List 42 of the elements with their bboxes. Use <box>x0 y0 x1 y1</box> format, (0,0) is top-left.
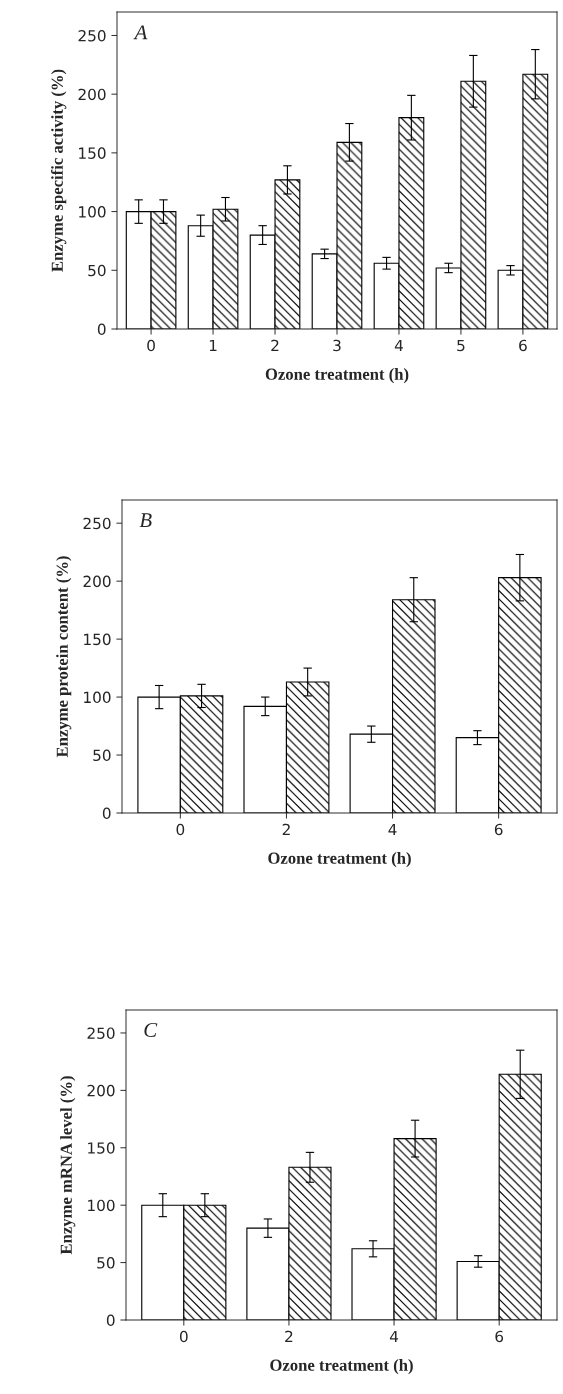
annotation: C <box>144 1023 158 1038</box>
y-tick-label: 200 <box>83 575 111 588</box>
x-axis-title: Ozone treatment (h) <box>265 368 409 384</box>
y-tick-label: 50 <box>93 749 111 762</box>
x-tick-label: 6 <box>519 339 527 352</box>
y-tick-label: 0 <box>102 807 111 820</box>
y-tick-label: 100 <box>88 1199 115 1212</box>
y-axis-title: Enzyme mRNA level (%) <box>60 1076 76 1255</box>
x-tick-label: 6 <box>494 823 503 836</box>
y-axis-title: Enzyme specific activity (%) <box>50 69 67 272</box>
y-tick-label: 200 <box>78 88 106 101</box>
y-tick-label: 0 <box>97 323 106 336</box>
y-tick-label: 100 <box>79 206 106 218</box>
x-tick-label: 6 <box>495 1330 504 1343</box>
annotation: A <box>133 25 148 40</box>
y-tick-label: 0 <box>106 1314 115 1327</box>
y-tick-label: 150 <box>84 633 111 646</box>
x-tick-label: 0 <box>147 339 155 352</box>
x-tick-label: 0 <box>176 823 185 836</box>
x-tick-label: 0 <box>179 1330 188 1343</box>
x-tick-label: 4 <box>389 1330 399 1343</box>
y-tick-label: 200 <box>87 1084 115 1097</box>
x-axis-title: Ozone treatment (h) <box>270 1359 413 1375</box>
x-tick-label: 2 <box>285 1330 293 1343</box>
x-tick-label: 4 <box>394 339 403 352</box>
annotation: B <box>139 513 152 528</box>
x-tick-label: 2 <box>271 339 279 352</box>
x-tick-label: 5 <box>457 339 465 352</box>
x-tick-label: 2 <box>282 823 290 836</box>
x-axis-title: Ozone treatment (h) <box>268 852 411 868</box>
y-tick-label: 250 <box>83 517 111 530</box>
y-tick-label: 150 <box>79 147 106 159</box>
y-tick-label: 150 <box>88 1142 115 1154</box>
y-axis-title: Enzyme protein content (%) <box>56 556 72 758</box>
y-tick-label: 250 <box>78 29 106 42</box>
y-tick-label: 50 <box>97 1257 115 1269</box>
y-tick-label: 50 <box>88 264 106 277</box>
y-tick-label: 250 <box>87 1027 115 1039</box>
x-tick-label: 4 <box>388 823 397 836</box>
x-tick-label: 3 <box>333 339 341 352</box>
y-tick-label: 100 <box>84 691 111 704</box>
x-tick-label: 1 <box>209 339 217 352</box>
